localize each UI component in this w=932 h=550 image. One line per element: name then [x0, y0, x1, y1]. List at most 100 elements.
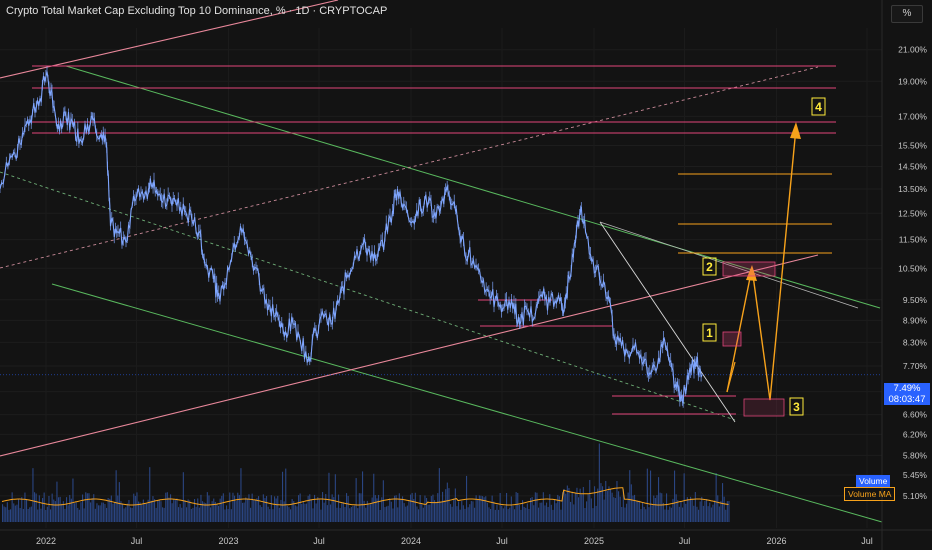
volume-bar: [85, 492, 87, 522]
volume-bar: [514, 509, 516, 522]
volume-legend[interactable]: Volume: [856, 475, 891, 487]
volume-bar: [470, 501, 472, 522]
y-tick-label: 5.45%: [903, 470, 928, 480]
volume-bar: [379, 509, 381, 522]
volume-bar: [662, 502, 664, 522]
volume-bar: [626, 503, 628, 522]
volume-bar: [219, 498, 221, 522]
volume-bar: [170, 494, 172, 522]
volume-bar: [98, 505, 100, 522]
volume-bar: [62, 501, 64, 522]
volume-bar: [402, 496, 404, 522]
volume-bar: [363, 500, 365, 522]
volume-bar: [224, 509, 226, 522]
volume-bar: [717, 495, 719, 522]
volume-bar: [160, 501, 162, 522]
volume-bar: [651, 505, 653, 522]
volume-bar: [48, 495, 50, 522]
volume-bar: [478, 495, 480, 522]
volume-bar: [482, 496, 484, 522]
volume-bar: [283, 501, 285, 522]
volume-bar: [605, 480, 607, 522]
volume-bar: [312, 508, 314, 522]
annotation-box: [702, 257, 717, 276]
volume-bar: [371, 497, 373, 522]
volume-bar: [139, 502, 141, 522]
x-tick-label: Jul: [861, 536, 873, 546]
volume-bar: [696, 506, 698, 522]
volume-bar: [21, 497, 23, 522]
volume-bar: [595, 505, 597, 522]
volume-bar: [234, 495, 236, 522]
volume-bar: [355, 478, 357, 522]
volume-bar: [222, 493, 224, 522]
volume-bar: [259, 505, 261, 522]
volume-bar: [422, 507, 424, 522]
volume-bar: [646, 468, 648, 522]
volume-bar: [410, 494, 412, 522]
volume-bar: [400, 498, 402, 522]
volume-bar: [421, 504, 423, 522]
volume-bar: [154, 499, 156, 522]
volume-bar: [205, 503, 207, 522]
volume-bar: [390, 501, 392, 522]
volume-bar: [146, 503, 148, 522]
volume-bar: [445, 489, 447, 522]
volume-bar: [498, 509, 500, 522]
volume-bar: [298, 495, 300, 522]
volume-bar: [477, 499, 479, 522]
volume-bar: [112, 503, 114, 522]
grid: [0, 28, 882, 528]
volume-bar: [704, 500, 706, 522]
volume-bar: [688, 499, 690, 522]
volume-bar: [531, 497, 533, 522]
volume-bar: [621, 507, 623, 522]
volume-bar: [430, 496, 432, 522]
volume-bar: [709, 502, 711, 522]
volume-bar: [520, 509, 522, 522]
bar-countdown: 08:03:47: [888, 394, 926, 405]
volume-bar: [667, 509, 669, 522]
y-tick-label: 8.90%: [903, 315, 928, 325]
volume-bar: [66, 497, 68, 522]
volume-ma-legend[interactable]: Volume MA: [844, 487, 896, 501]
volume-bar: [328, 472, 330, 522]
volume-bar: [659, 492, 661, 522]
volume-bar: [413, 499, 415, 522]
volume-bar: [702, 505, 704, 522]
volume-bar: [474, 507, 476, 522]
volume-bar: [518, 504, 520, 522]
volume-bar: [483, 497, 485, 522]
volume-bar: [333, 497, 335, 522]
volume-bar: [270, 495, 272, 522]
volume-bar: [435, 501, 437, 522]
volume-bar: [712, 504, 714, 522]
volume-bar: [720, 500, 722, 522]
x-tick-label: 2026: [766, 536, 786, 546]
volume-bar: [192, 507, 194, 522]
volume-bar: [334, 474, 336, 522]
volume-bar: [634, 494, 636, 522]
y-tick-label: 12.50%: [898, 208, 927, 218]
pink-lower-line: [0, 254, 819, 457]
volume-bar: [672, 498, 674, 522]
volume-bar: [142, 499, 144, 522]
volume-bar: [496, 504, 498, 522]
volume-bar: [54, 501, 56, 522]
volume-bar: [171, 503, 173, 522]
volume-bar: [278, 507, 280, 522]
volume-bar: [565, 493, 567, 522]
volume-bar: [643, 506, 645, 522]
x-tick-label: Jul: [313, 536, 325, 546]
volume-bar: [603, 499, 605, 522]
volume-bar: [488, 507, 490, 522]
volume-bar: [50, 509, 52, 522]
volume-bar: [61, 503, 63, 522]
volume-bar: [459, 509, 461, 522]
y-tick-label: 15.50%: [898, 140, 927, 150]
volume-bar: [699, 501, 701, 522]
volume-bar: [557, 494, 559, 522]
unit-button[interactable]: %: [891, 5, 923, 23]
volume-bar: [69, 494, 71, 522]
